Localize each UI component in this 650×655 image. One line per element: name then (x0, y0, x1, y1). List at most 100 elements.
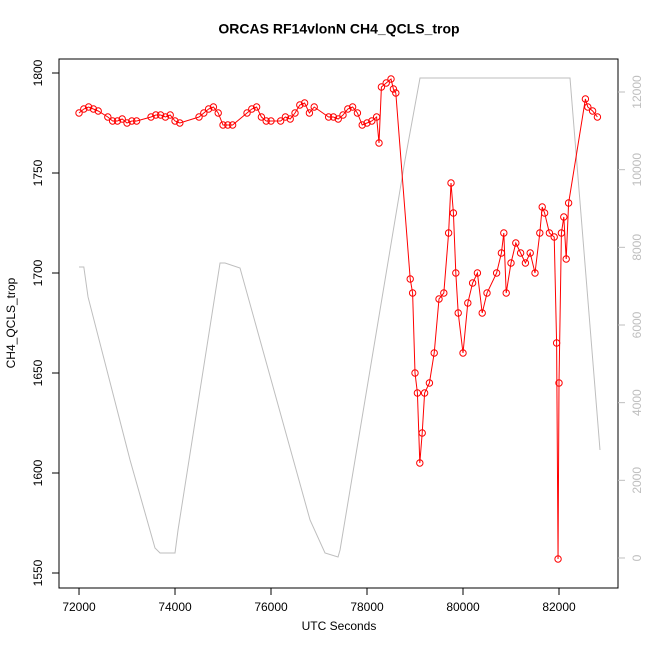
y2-tick-label: 0 (630, 554, 644, 561)
data-point (166, 111, 174, 119)
data-point (123, 119, 131, 127)
data-point (581, 95, 590, 103)
data-point (204, 105, 213, 113)
data-point (176, 119, 184, 127)
series-line (79, 77, 601, 558)
data-point (516, 249, 525, 257)
data-point (483, 289, 491, 297)
data-point (418, 429, 426, 437)
data-point (507, 259, 515, 267)
data-point (310, 103, 318, 111)
data-point (257, 113, 266, 121)
data-point (497, 249, 506, 257)
data-point (348, 103, 357, 111)
data-point (171, 117, 179, 125)
data-point (420, 389, 429, 397)
y-tick-label: 1700 (31, 259, 45, 286)
data-point (113, 117, 122, 125)
data-point (104, 113, 112, 121)
data-point (389, 85, 398, 93)
data-point (392, 89, 400, 97)
data-point (545, 229, 554, 237)
chart-title: ORCAS RF14vlonN CH4_QCLS_trop (218, 21, 459, 37)
data-point (531, 269, 539, 277)
x-tick-label: 72000 (62, 600, 96, 614)
data-point (526, 249, 534, 257)
data-point (363, 119, 371, 127)
data-point (324, 113, 333, 121)
data-point (358, 121, 366, 129)
data-point (536, 229, 544, 237)
y-tick-label: 1800 (31, 59, 45, 86)
x-tick-label: 76000 (254, 600, 288, 614)
data-point (440, 289, 448, 297)
data-point (200, 109, 208, 117)
data-point (262, 117, 270, 125)
x-tick-label: 78000 (350, 600, 384, 614)
data-point (334, 115, 342, 123)
data-point (413, 389, 422, 397)
data-point (128, 117, 136, 125)
data-point (152, 111, 160, 119)
data-point (300, 99, 309, 107)
data-point (80, 105, 88, 113)
data-point (219, 121, 227, 129)
data-point (454, 309, 462, 317)
data-point (118, 115, 126, 123)
y-tick-label: 1650 (31, 359, 45, 386)
data-point (478, 309, 486, 317)
data-point (224, 121, 232, 129)
data-point (444, 229, 453, 237)
data-point (550, 233, 558, 241)
y-tick-label: 1750 (31, 159, 45, 186)
data-point (562, 255, 570, 263)
y-axis-label: CH4_QCLS_trop (4, 277, 18, 368)
data-point (296, 101, 304, 109)
data-point (339, 111, 347, 119)
data-point (243, 109, 251, 117)
data-point (372, 113, 381, 121)
data-point (94, 107, 102, 115)
data-point (425, 379, 434, 387)
data-point (281, 113, 290, 121)
data-point (195, 113, 203, 121)
data-point (377, 83, 386, 91)
data-point (84, 103, 93, 111)
data-point (252, 103, 261, 111)
data-point (593, 113, 602, 121)
data-point (560, 213, 568, 221)
data-point (492, 269, 501, 277)
data-point (329, 113, 338, 121)
data-point (344, 105, 352, 113)
data-point (521, 259, 530, 267)
data-point (214, 109, 222, 117)
data-point (132, 117, 141, 125)
y2-tick-label: 4000 (630, 389, 644, 416)
data-point (555, 379, 563, 387)
x-axis-label: UTC Seconds (302, 619, 377, 633)
data-point (108, 117, 117, 125)
data-point (564, 199, 573, 207)
data-point (464, 299, 472, 307)
y-tick-label: 1550 (31, 559, 45, 586)
y2-tick-label: 2000 (630, 467, 644, 494)
y-tick-label: 1600 (31, 459, 45, 486)
data-point (156, 111, 165, 119)
data-point (161, 113, 170, 121)
data-point (291, 109, 299, 117)
x-tick-label: 82000 (542, 600, 576, 614)
data-point (228, 121, 237, 129)
series-line (78, 78, 598, 560)
data-point (248, 105, 256, 113)
data-point (459, 349, 467, 357)
data-point (406, 275, 414, 283)
data-point (552, 339, 561, 347)
data-point (588, 107, 597, 115)
data-point (408, 289, 417, 297)
data-point (468, 279, 477, 287)
data-point (353, 109, 362, 117)
data-point (473, 269, 482, 277)
data-point (387, 75, 395, 83)
data-point (500, 229, 508, 237)
